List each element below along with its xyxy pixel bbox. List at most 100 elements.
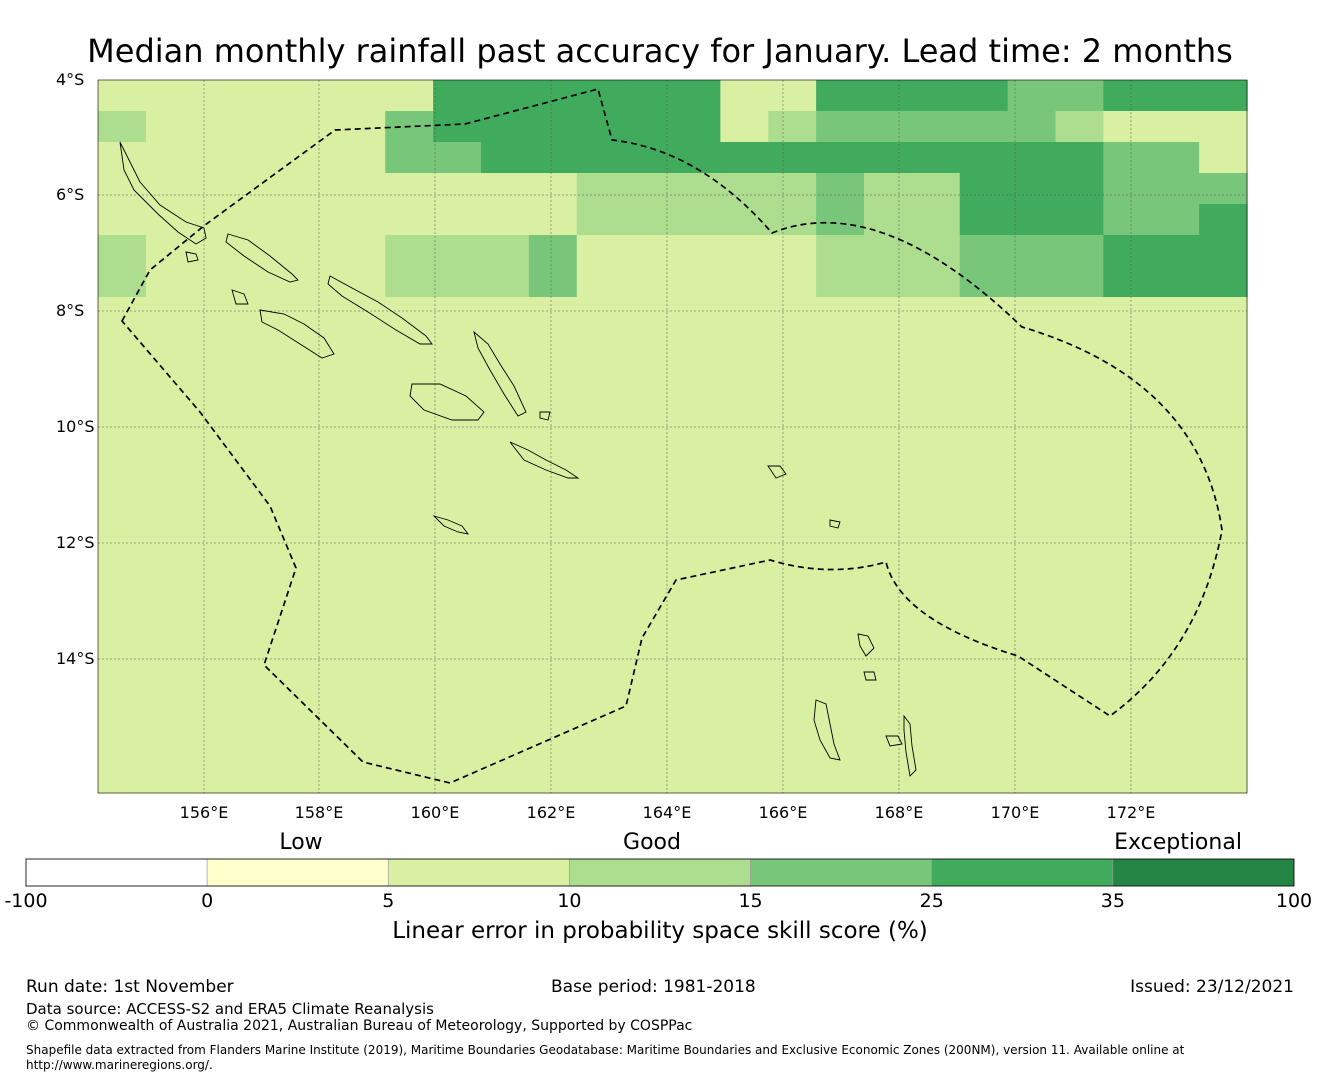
grid-cell [98,297,147,329]
grid-cell [289,390,338,422]
grid-cell [1151,731,1200,763]
grid-cell [959,359,1009,391]
vanuatu-santo [813,699,841,761]
grid-cell [1055,173,1104,205]
grid-cell [1199,452,1248,484]
santa-cruz-islands [767,465,787,479]
grid-cell [528,235,578,267]
grid-cell [911,204,961,236]
grid-cell [145,359,195,391]
grid-cell [98,638,147,670]
grid-cell [816,266,865,298]
grid-cell [672,762,721,794]
grid-cell [193,111,243,143]
grid-cell [672,607,721,639]
grid-cell [911,700,961,732]
grid-cell [1007,545,1057,577]
grid-cell [145,762,195,794]
grid-cell [528,514,578,546]
grid-cell [145,297,195,329]
grid-cell [1103,762,1152,794]
grid-cell [768,80,817,112]
grid-cell [720,266,769,298]
grid-cell [624,638,674,670]
grid-cell [576,545,626,577]
grid-cell [98,576,147,608]
grid-cell [193,452,243,484]
grid-cell [193,297,243,329]
grid-cell [1151,700,1200,732]
grid-cell [385,235,434,267]
grid-cell [528,142,578,174]
grid-cell [433,204,482,236]
grid-cell [481,452,530,484]
bougainville-island [119,141,207,245]
grid-cell [911,483,961,515]
grid-cell [864,390,913,422]
data-source: Data source: ACCESS-S2 and ERA5 Climate … [26,1000,434,1018]
grid-cell [241,421,291,453]
grid-cell [433,483,482,515]
shortland-islands [185,251,199,263]
grid-cell [481,731,530,763]
grid-cell [385,700,434,732]
grid-cell [1055,328,1104,360]
grid-cell [289,111,338,143]
grid-cell [433,359,482,391]
map-frame [97,79,1248,794]
grid-cell [1007,731,1057,763]
grid-cell [385,359,434,391]
vanuatu-ambrym [903,714,917,777]
grid-cell [1199,80,1248,112]
grid-cell [576,173,626,205]
grid-cell [241,545,291,577]
maritime-boundary [120,87,1223,784]
grid-cell [576,80,626,112]
grid-cell [145,421,195,453]
grid-cell [959,173,1009,205]
grid-cell [433,80,482,112]
grid-cell [816,390,865,422]
grid-cell [1055,607,1104,639]
grid-cell [98,483,147,515]
grid-cell [576,638,626,670]
grid-cell [576,700,626,732]
grid-cell [911,638,961,670]
grid-cell [720,421,769,453]
grid-cell [816,80,865,112]
grid-cell [145,173,195,205]
grid-cell [385,80,434,112]
grid-cell [816,359,865,391]
grid-cell [145,80,195,112]
grid-cell [289,359,338,391]
grid-cell [193,483,243,515]
grid-cell [1007,266,1057,298]
grid-cell [433,731,482,763]
grid-cell [528,328,578,360]
grid-cell [481,266,530,298]
grid-cell [576,669,626,701]
grid-cell [1007,142,1057,174]
grid-cell [624,514,674,546]
grid-cell [528,297,578,329]
grid-cell [959,607,1009,639]
colorbar-title: Linear error in probability space skill … [392,918,928,944]
grid-cell [528,483,578,515]
grid-cell [959,204,1009,236]
grid-cell [911,80,961,112]
grid-cell [481,297,530,329]
grid-cell [816,514,865,546]
grid-cell [576,452,626,484]
grid-cell [864,483,913,515]
grid-cell [624,607,674,639]
colorbar-frame [25,858,1295,887]
grid-cell [1103,328,1152,360]
grid-cell [1151,390,1200,422]
grid-cell [624,421,674,453]
grid-cell [624,700,674,732]
grid-cell [481,483,530,515]
grid-cell [864,607,913,639]
grid-cell [193,700,243,732]
grid-cell [528,607,578,639]
